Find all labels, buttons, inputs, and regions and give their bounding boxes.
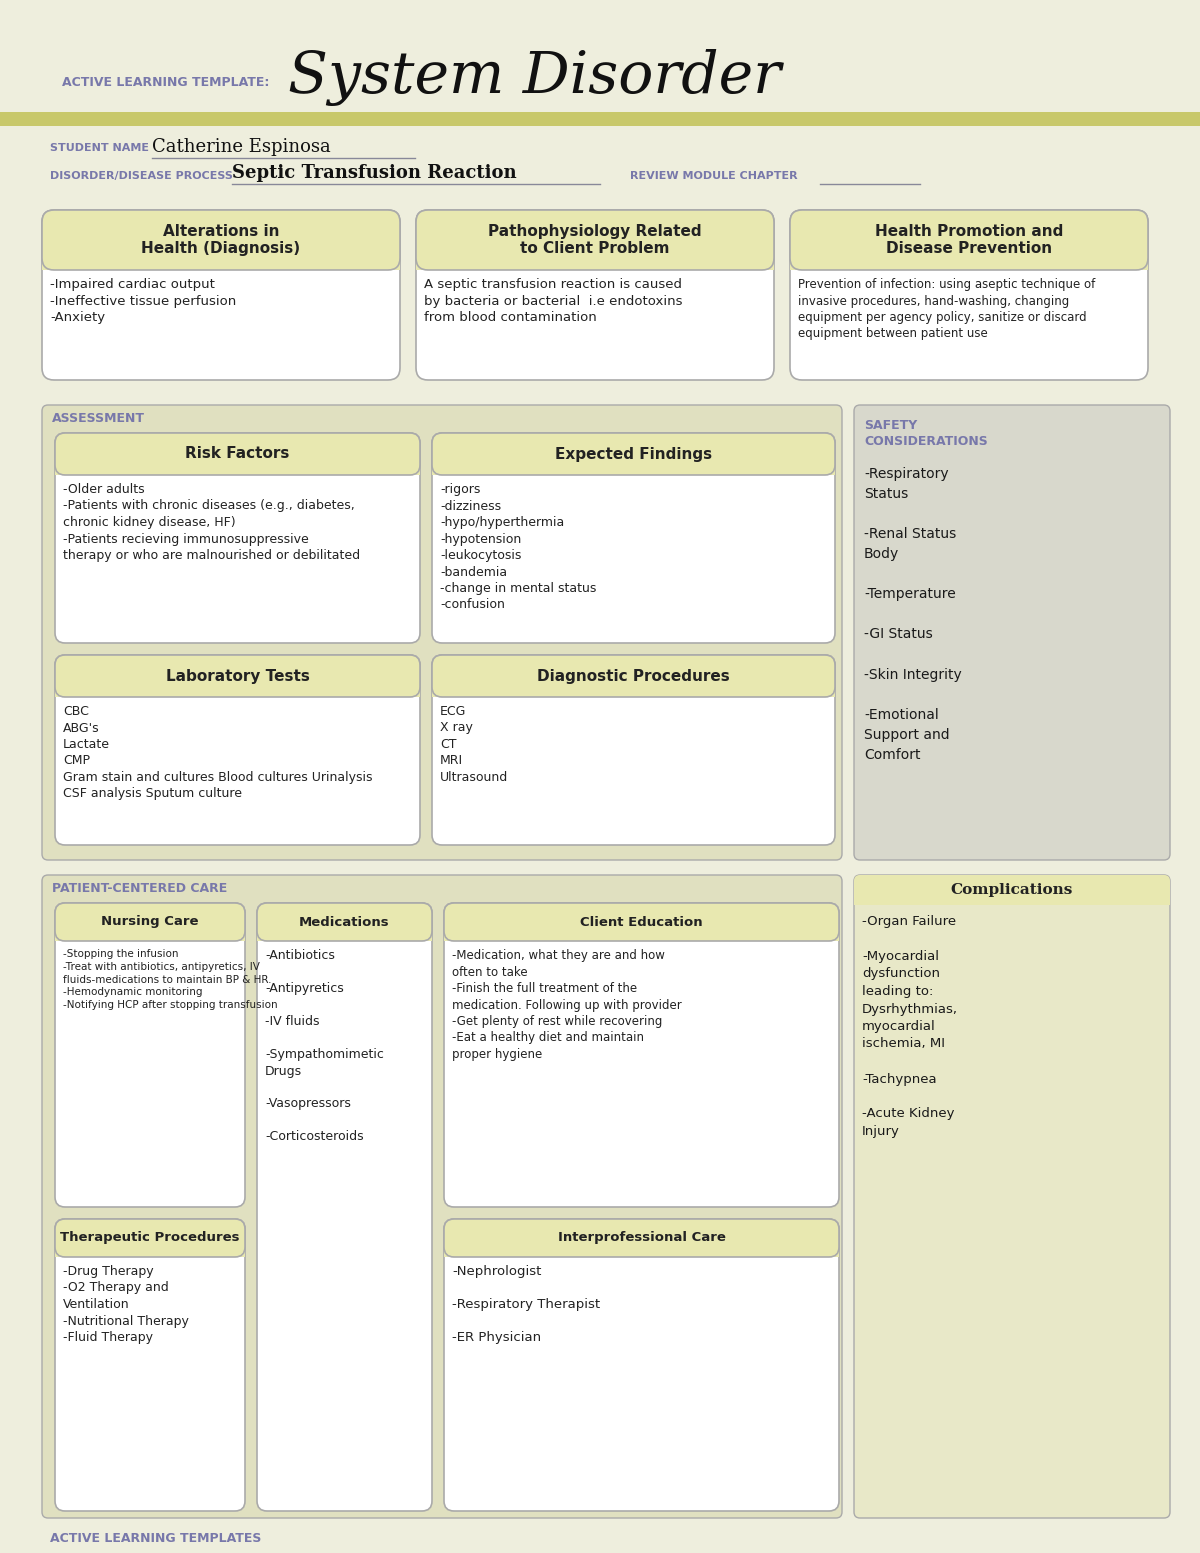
FancyBboxPatch shape	[42, 874, 842, 1517]
FancyBboxPatch shape	[416, 210, 774, 270]
Bar	[416, 241, 774, 270]
Text: CBC
ABG's
Lactate
CMP
Gram stain and cultures Blood cultures Urinalysis
CSF anal: CBC ABG's Lactate CMP Gram stain and cul…	[64, 705, 372, 800]
FancyBboxPatch shape	[416, 210, 774, 380]
Text: -Antibiotics

-Antipyretics

-IV fluids

-Sympathomimetic
Drugs

-Vasopressors

: -Antibiotics -Antipyretics -IV fluids -S…	[265, 949, 384, 1143]
Text: Nursing Care: Nursing Care	[101, 916, 199, 929]
Text: Expected Findings: Expected Findings	[554, 447, 712, 461]
Text: SAFETY
CONSIDERATIONS: SAFETY CONSIDERATIONS	[864, 419, 988, 447]
FancyBboxPatch shape	[55, 902, 245, 941]
FancyBboxPatch shape	[432, 655, 835, 845]
Bar	[55, 453, 420, 475]
Bar	[257, 922, 432, 941]
Bar	[55, 1238, 245, 1256]
Text: ACTIVE LEARNING TEMPLATE:: ACTIVE LEARNING TEMPLATE:	[62, 76, 269, 89]
FancyBboxPatch shape	[55, 655, 420, 845]
Text: ECG
X ray
CT
MRI
Ultrasound: ECG X ray CT MRI Ultrasound	[440, 705, 509, 784]
Text: ASSESSMENT: ASSESSMENT	[52, 413, 145, 426]
Text: Medications: Medications	[299, 916, 390, 929]
Text: Alterations in
Health (Diagnosis): Alterations in Health (Diagnosis)	[142, 224, 300, 256]
FancyBboxPatch shape	[790, 210, 1148, 270]
Text: Risk Factors: Risk Factors	[185, 447, 289, 461]
FancyBboxPatch shape	[444, 1219, 839, 1256]
Text: -Nephrologist

-Respiratory Therapist

-ER Physician: -Nephrologist -Respiratory Therapist -ER…	[452, 1266, 600, 1343]
FancyBboxPatch shape	[444, 902, 839, 941]
FancyBboxPatch shape	[55, 902, 245, 1207]
Text: PATIENT-CENTERED CARE: PATIENT-CENTERED CARE	[52, 882, 227, 896]
Text: -Impaired cardiac output
-Ineffective tissue perfusion
-Anxiety: -Impaired cardiac output -Ineffective ti…	[50, 278, 236, 325]
Text: REVIEW MODULE CHAPTER: REVIEW MODULE CHAPTER	[630, 171, 798, 182]
Bar	[0, 112, 1200, 126]
Bar	[432, 453, 835, 475]
Text: Laboratory Tests: Laboratory Tests	[166, 668, 310, 683]
Text: -Medication, what they are and how
often to take
-Finish the full treatment of t: -Medication, what they are and how often…	[452, 949, 682, 1061]
Text: System Disorder: System Disorder	[288, 50, 781, 107]
Text: -Stopping the infusion
-Treat with antibiotics, antipyretics, IV
fluids-medicati: -Stopping the infusion -Treat with antib…	[64, 949, 277, 1009]
Text: Interprofessional Care: Interprofessional Care	[558, 1232, 726, 1244]
Text: DISORDER/DISEASE PROCESS: DISORDER/DISEASE PROCESS	[50, 171, 233, 182]
FancyBboxPatch shape	[432, 433, 835, 475]
Text: Complications: Complications	[950, 884, 1073, 898]
Text: Client Education: Client Education	[580, 916, 703, 929]
FancyBboxPatch shape	[42, 210, 400, 380]
FancyBboxPatch shape	[432, 433, 835, 643]
Text: A septic transfusion reaction is caused
by bacteria or bacterial  i.e endotoxins: A septic transfusion reaction is caused …	[424, 278, 683, 325]
FancyBboxPatch shape	[790, 210, 1148, 380]
Bar	[55, 922, 245, 941]
FancyBboxPatch shape	[55, 433, 420, 643]
FancyBboxPatch shape	[432, 655, 835, 697]
Text: -Drug Therapy
-O2 Therapy and
Ventilation
-Nutritional Therapy
-Fluid Therapy: -Drug Therapy -O2 Therapy and Ventilatio…	[64, 1266, 188, 1343]
Bar	[854, 890, 1170, 905]
Text: Diagnostic Procedures: Diagnostic Procedures	[538, 668, 730, 683]
FancyBboxPatch shape	[257, 902, 432, 1511]
Text: -rigors
-dizziness
-hypo/hyperthermia
-hypotension
-leukocytosis
-bandemia
-chan: -rigors -dizziness -hypo/hyperthermia -h…	[440, 483, 596, 612]
Text: -Organ Failure

-Myocardial
dysfunction
leading to:
Dysrhythmias,
myocardial
isc: -Organ Failure -Myocardial dysfunction l…	[862, 915, 958, 1138]
FancyBboxPatch shape	[55, 655, 420, 697]
FancyBboxPatch shape	[257, 902, 432, 941]
Bar	[432, 676, 835, 697]
Text: -Respiratory
Status

-Renal Status
Body

-Temperature

-GI Status

-Skin Integri: -Respiratory Status -Renal Status Body -…	[864, 467, 961, 761]
Text: Health Promotion and
Disease Prevention: Health Promotion and Disease Prevention	[875, 224, 1063, 256]
FancyBboxPatch shape	[854, 874, 1170, 905]
Text: Catherine Espinosa: Catherine Espinosa	[152, 138, 331, 155]
FancyBboxPatch shape	[55, 433, 420, 475]
Bar	[444, 922, 839, 941]
FancyBboxPatch shape	[444, 1219, 839, 1511]
FancyBboxPatch shape	[55, 1219, 245, 1256]
Bar	[790, 241, 1148, 270]
FancyBboxPatch shape	[42, 405, 842, 860]
FancyBboxPatch shape	[42, 210, 400, 270]
Text: Prevention of infection: using aseptic technique of
invasive procedures, hand-wa: Prevention of infection: using aseptic t…	[798, 278, 1096, 340]
Bar	[42, 241, 400, 270]
Text: Pathophysiology Related
to Client Problem: Pathophysiology Related to Client Proble…	[488, 224, 702, 256]
FancyBboxPatch shape	[854, 405, 1170, 860]
Text: Septic Transfusion Reaction: Septic Transfusion Reaction	[232, 165, 517, 182]
Text: -Older adults
-Patients with chronic diseases (e.g., diabetes,
chronic kidney di: -Older adults -Patients with chronic dis…	[64, 483, 360, 562]
Bar	[55, 676, 420, 697]
Text: ACTIVE LEARNING TEMPLATES: ACTIVE LEARNING TEMPLATES	[50, 1531, 262, 1545]
FancyBboxPatch shape	[55, 1219, 245, 1511]
Text: Therapeutic Procedures: Therapeutic Procedures	[60, 1232, 240, 1244]
FancyBboxPatch shape	[854, 874, 1170, 1517]
Bar	[444, 1238, 839, 1256]
Text: STUDENT NAME: STUDENT NAME	[50, 143, 149, 154]
FancyBboxPatch shape	[444, 902, 839, 1207]
